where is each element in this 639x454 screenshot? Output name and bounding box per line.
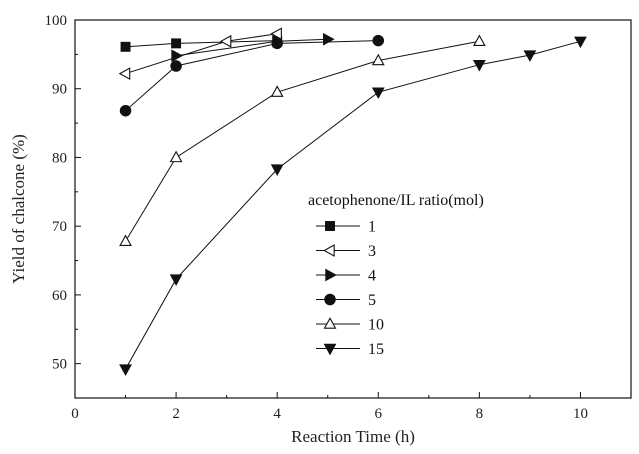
data-point bbox=[372, 34, 385, 47]
legend-label: 15 bbox=[368, 341, 384, 358]
series-3 bbox=[118, 27, 282, 80]
series-line bbox=[125, 40, 480, 242]
series-15 bbox=[119, 36, 587, 376]
data-point bbox=[169, 150, 183, 163]
data-point bbox=[270, 27, 282, 41]
axes: 0 2 4 6 8 10 50 60 70 80 90 100 bbox=[45, 13, 632, 422]
legend: 1 3 4 5 10 15 bbox=[316, 219, 384, 358]
y-tick-label: 50 bbox=[52, 357, 67, 373]
x-axis-label: Reaction Time (h) bbox=[291, 427, 415, 446]
series-line bbox=[125, 40, 379, 112]
data-point bbox=[574, 36, 587, 49]
x-tick-label: 0 bbox=[71, 406, 79, 422]
series-layer bbox=[118, 27, 587, 376]
legend-entry-4: 4 bbox=[316, 268, 376, 285]
legend-marker bbox=[323, 317, 337, 329]
data-point bbox=[271, 37, 283, 50]
data-point bbox=[171, 49, 183, 63]
x-tick-label: 2 bbox=[172, 406, 180, 422]
legend-marker bbox=[323, 244, 335, 257]
legend-label: 4 bbox=[368, 268, 376, 285]
data-point bbox=[472, 34, 486, 47]
y-axis-label: Yield of chalcone (%) bbox=[9, 134, 28, 284]
legend-entry-3: 3 bbox=[316, 243, 376, 260]
legend-label: 1 bbox=[368, 219, 376, 236]
data-point bbox=[472, 59, 486, 72]
data-point bbox=[270, 164, 284, 176]
legend-label: 10 bbox=[368, 317, 384, 334]
legend-marker bbox=[324, 293, 336, 306]
y-tick-label: 100 bbox=[45, 13, 68, 29]
y-tick-label: 80 bbox=[52, 150, 67, 166]
series-5 bbox=[119, 34, 385, 117]
data-point bbox=[371, 53, 385, 66]
data-point bbox=[270, 85, 284, 97]
legend-entry-5: 5 bbox=[316, 292, 376, 309]
y-tick-label: 70 bbox=[52, 219, 67, 235]
data-point bbox=[523, 50, 537, 62]
y-tick-label: 60 bbox=[52, 288, 67, 304]
data-point bbox=[119, 234, 132, 247]
x-tick-label: 6 bbox=[375, 406, 383, 422]
series-line bbox=[125, 40, 278, 48]
data-point bbox=[120, 41, 131, 52]
data-point bbox=[118, 67, 131, 80]
data-point bbox=[119, 104, 132, 117]
legend-marker bbox=[325, 268, 337, 282]
data-point bbox=[119, 364, 132, 376]
plot-frame bbox=[74, 19, 632, 399]
data-point bbox=[323, 32, 335, 46]
legend-entry-10: 10 bbox=[316, 317, 384, 334]
legend-label: 5 bbox=[368, 292, 376, 309]
x-tick-label: 10 bbox=[573, 406, 588, 422]
legend-label: 3 bbox=[368, 243, 376, 260]
y-tick-label: 90 bbox=[52, 82, 67, 98]
data-point bbox=[219, 34, 232, 48]
data-point bbox=[371, 87, 385, 100]
data-point bbox=[171, 38, 182, 49]
series-10 bbox=[119, 34, 486, 247]
x-tick-label: 8 bbox=[476, 406, 484, 422]
series-line bbox=[125, 33, 278, 75]
legend-marker bbox=[323, 343, 337, 356]
legend-entry-15: 15 bbox=[316, 341, 384, 358]
legend-marker bbox=[325, 221, 335, 231]
x-tick-label: 4 bbox=[273, 406, 281, 422]
data-point bbox=[170, 60, 182, 72]
legend-title: acetophenone/IL ratio(mol) bbox=[308, 192, 484, 209]
data-point bbox=[169, 274, 183, 286]
legend-entry-1: 1 bbox=[316, 219, 376, 236]
series-4 bbox=[171, 32, 335, 63]
